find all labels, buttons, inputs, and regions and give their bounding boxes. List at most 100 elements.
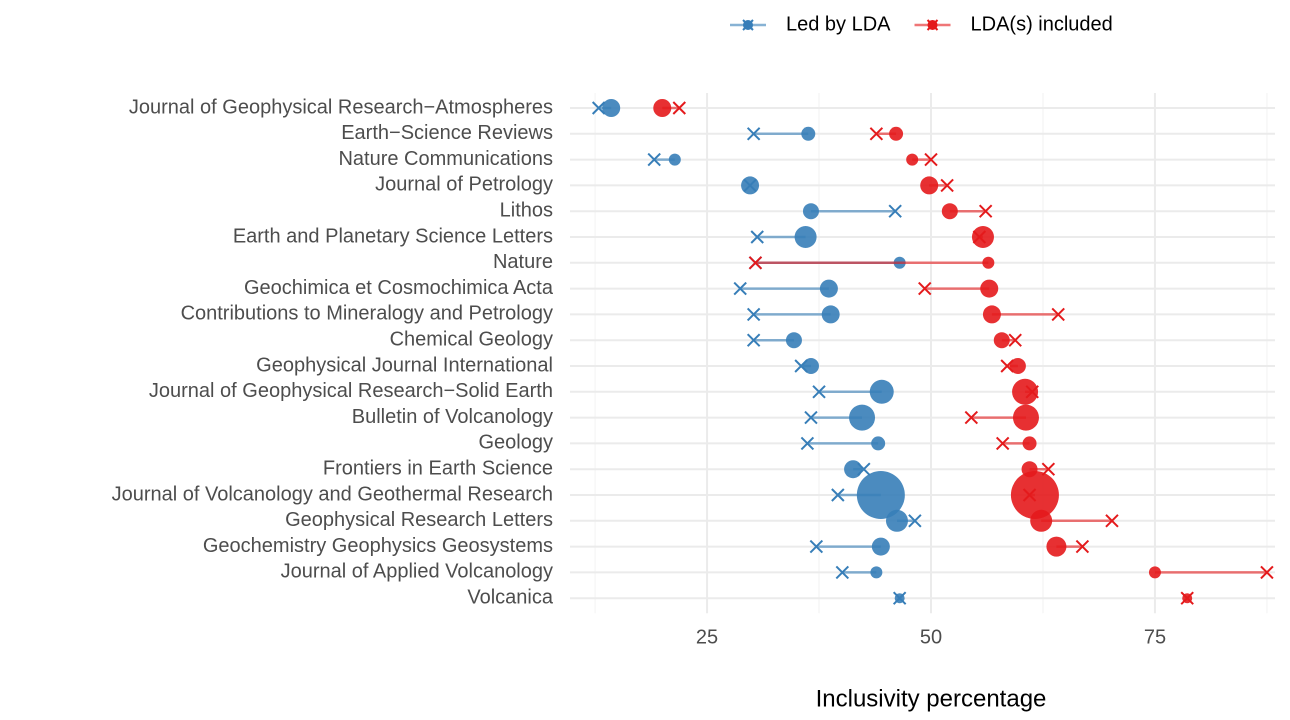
point [602,99,621,117]
cross-marker [809,539,824,554]
y-tick-label: Chemical Geology [390,328,553,350]
y-tick-label: Frontiers in Earth Science [323,457,553,479]
y-tick-label: Journal of Geophysical Research−Solid Ea… [149,380,553,402]
cross-marker [1260,565,1274,580]
x-tick-label: 50 [920,626,942,648]
cross-marker [804,410,818,425]
cross-marker [746,307,761,322]
point [794,226,817,248]
cross-marker [750,230,764,244]
cross-marker [1051,307,1065,322]
legend-cross [742,19,754,31]
point [849,404,876,431]
legend-cross [926,19,939,31]
point [1012,378,1039,405]
point [821,305,840,324]
cross-marker [831,488,845,502]
cross-marker [743,178,757,193]
y-tick-label: Geophysical Research Letters [285,509,553,531]
cross-marker [978,204,993,218]
cross-marker [1180,591,1194,605]
y-tick-label: Nature Communications [338,148,553,170]
cross-marker [1105,514,1119,528]
point [870,566,883,579]
point [889,126,904,141]
y-tick-label: Earth and Planetary Science Letters [233,225,553,247]
y-tick-label: Volcanica [467,586,553,608]
cross-marker [888,204,902,218]
cross-marker [1075,539,1090,554]
y-tick-label: Nature [493,251,553,273]
cross-marker [918,281,932,296]
y-tick-label: Journal of Volcanology and Geothermal Re… [112,483,553,505]
point [982,256,995,269]
cross-marker [908,514,922,528]
point [885,509,908,532]
y-tick-label: Journal of Applied Volcanology [281,561,553,583]
x-tick-label: 75 [1144,626,1166,648]
point [941,203,958,220]
x-axis-title: Inclusivity percentage [816,685,1047,712]
y-tick-label: Lithos [500,199,553,221]
point [982,305,1001,324]
point [1148,566,1161,579]
cross-marker [746,127,761,141]
point [869,379,894,404]
point [1046,536,1067,557]
cross-marker [1022,488,1037,502]
point [668,153,681,166]
cross-marker [940,178,954,193]
legend-label: LDA(s) included [971,13,1113,35]
point [856,471,905,519]
cross-marker [746,333,761,347]
y-tick-label: Bulletin of Volcanology [352,406,553,428]
cross-marker [647,152,661,167]
point [871,537,890,556]
x-tick-label: 25 [696,626,718,648]
y-tick-label: Journal of Geophysical Research−Atmosphe… [129,96,553,118]
point [1030,509,1053,532]
cross-marker [924,152,938,167]
cross-marker [794,359,808,373]
point [1022,436,1037,451]
cross-marker [800,436,815,451]
point [819,279,838,298]
y-tick-label: Contributions to Mineralogy and Petrolog… [181,303,553,325]
point [920,176,939,195]
point [871,436,886,451]
point [980,279,999,298]
point [844,460,863,479]
y-tick-label: Earth−Science Reviews [341,122,553,144]
cross-marker [892,591,907,605]
cross-marker [964,410,979,425]
y-tick-label: Geochimica et Cosmochimica Acta [244,277,554,299]
point [802,358,819,374]
cross-marker [869,127,884,141]
cross-marker [995,436,1010,451]
point [906,153,919,166]
y-tick-label: Geophysical Journal International [256,354,553,376]
cross-marker [857,462,871,476]
point [653,99,672,117]
legend-label: Led by LDA [786,13,891,35]
cross-marker [672,101,686,115]
point [1010,471,1059,519]
point [801,126,816,141]
y-tick-label: Geochemistry Geophysics Geosystems [203,535,553,557]
point [993,332,1010,349]
point [785,332,802,349]
y-tick-label: Geology [479,432,554,454]
cross-marker [1025,385,1039,399]
cross-marker [1000,359,1014,373]
y-tick-label: Journal of Petrology [375,174,553,196]
cross-marker [591,101,606,115]
cross-marker [733,281,747,296]
cross-marker [835,565,850,580]
cross-marker [812,385,826,399]
point [971,226,994,248]
point [1012,404,1039,431]
point [802,203,819,220]
cross-marker [1008,333,1022,347]
point [1009,358,1026,374]
